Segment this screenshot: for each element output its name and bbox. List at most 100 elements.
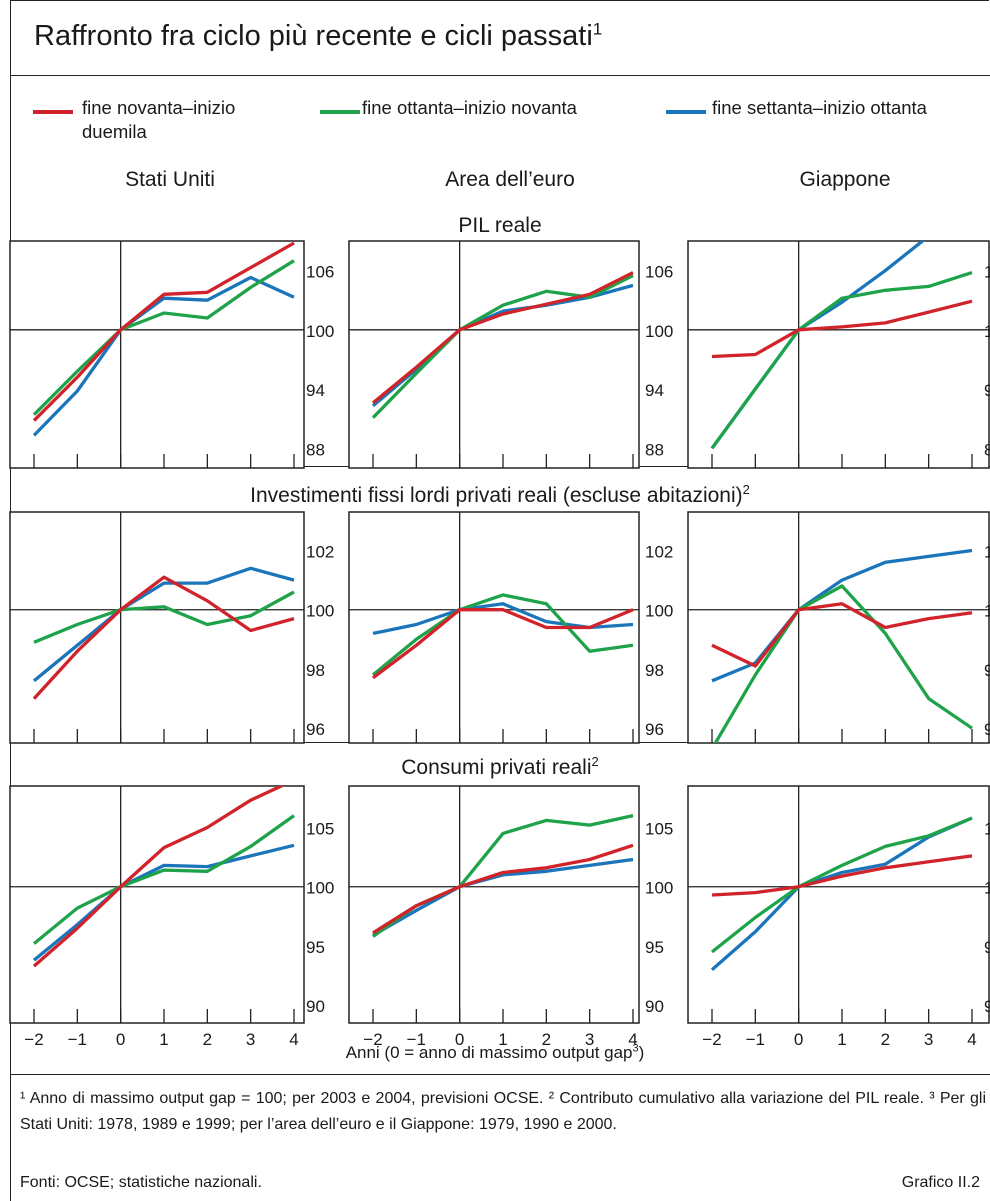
consumption-usa-ytick-label: 100	[306, 879, 334, 898]
consumption-euro-ytick-label: 105	[645, 819, 673, 838]
consumption-japan-xtick-label: 3	[924, 1030, 933, 1049]
legend-item-eighties: fine ottanta–inizio novanta	[362, 97, 577, 118]
investment-euro-ytick-label: 100	[645, 602, 673, 621]
consumption-japan-xtick-label: −2	[702, 1030, 721, 1049]
sources: Fonti: OCSE; statistiche nazionali.	[20, 1174, 262, 1191]
title-divider	[10, 75, 990, 76]
consumption-euro-panel	[348, 785, 640, 1024]
legend-swatch-recent	[33, 110, 73, 114]
consumption-japan-xtick-label: 4	[967, 1030, 976, 1049]
consumption-japan-ytick-label: 90	[984, 997, 990, 1016]
consumption-japan-xtick-label: 0	[794, 1030, 803, 1049]
consumption-euro-series-line	[372, 843, 634, 935]
investment-euro-series-line	[371, 593, 634, 677]
x-axis-title: Anni (0 = anno di massimo output gap3)	[345, 1042, 645, 1062]
graph-reference: Grafico II.2	[901, 1174, 980, 1191]
consumption-usa-panel	[9, 785, 305, 1024]
chart-title: Raffronto fra ciclo più recente e cicli …	[34, 19, 603, 52]
consumption-usa-ytick-label: 95	[306, 938, 325, 957]
consumption-japan-xtick-label: 2	[881, 1030, 890, 1049]
consumption-japan-xtick-label: −1	[746, 1030, 765, 1049]
gdp-euro-series-line	[371, 274, 634, 419]
gdp-japan-ytick-label: 94	[984, 381, 990, 400]
consumption-usa-ytick-label: 105	[306, 819, 334, 838]
investment-usa-ytick-label: 98	[306, 661, 325, 680]
investment-usa-series-line	[33, 590, 295, 644]
gdp-euro-panel	[348, 240, 640, 469]
gdp-euro-ytick-label: 94	[645, 381, 664, 400]
gdp-usa-ytick-label: 88	[306, 440, 325, 459]
gdp-euro-ytick-label: 88	[645, 440, 664, 459]
consumption-euro-xtick-label: 3	[585, 1030, 594, 1049]
gdp-japan-ytick-label: 88	[984, 440, 990, 459]
gdp-usa-ytick-label: 94	[306, 381, 325, 400]
column-header-japan: Giappone	[799, 168, 891, 191]
investment-usa-series-line	[32, 566, 295, 683]
investment-usa-series-line	[32, 575, 295, 700]
column-header-euro: Area dell’euro	[445, 168, 575, 191]
consumption-usa-xtick-label: 3	[246, 1030, 255, 1049]
gdp-euro-series-line	[371, 271, 634, 405]
consumption-euro-ytick-label: 90	[645, 997, 664, 1016]
gdp-usa-panel	[9, 240, 305, 469]
gdp-euro-ytick-label: 106	[645, 263, 673, 282]
consumption-usa-xtick-label: 1	[159, 1030, 168, 1049]
consumption-usa-ytick-label: 90	[306, 997, 325, 1016]
consumption-japan-ytick-label: 105	[984, 819, 990, 838]
gdp-usa-series-line	[32, 241, 295, 422]
investment-japan-series-line	[711, 602, 973, 668]
gdp-usa-series-line	[32, 259, 295, 416]
legend-item-seventies: fine settanta–inizio ottanta	[712, 97, 927, 118]
investment-usa-ytick-label: 100	[306, 602, 334, 621]
investment-euro-ytick-label: 98	[645, 661, 664, 680]
investment-japan-ytick-label: 98	[984, 661, 990, 680]
investment-japan-series-line	[711, 548, 973, 683]
consumption-euro-series-line	[372, 857, 634, 937]
consumption-euro-xtick-label: 1	[498, 1030, 507, 1049]
consumption-japan-ytick-label: 95	[984, 938, 990, 957]
consumption-euro-xtick-label: 4	[628, 1030, 637, 1049]
consumption-usa-series-line	[32, 814, 295, 945]
consumption-usa-xtick-label: 0	[116, 1030, 125, 1049]
consumption-euro-ytick-label: 100	[645, 879, 673, 898]
consumption-usa-series-line	[32, 786, 286, 968]
consumption-usa-xtick-label: −2	[24, 1030, 43, 1049]
consumption-usa-series-line	[32, 843, 295, 962]
gdp-japan-ytick-label: 106	[984, 263, 990, 282]
consumption-usa-xtick-label: −1	[68, 1030, 87, 1049]
consumption-japan-ytick-label: 100	[984, 879, 990, 898]
consumption-japan-panel	[687, 785, 990, 1024]
row-title-consumption: Consumi privati reali2	[401, 754, 599, 779]
investment-usa-panel	[9, 511, 305, 744]
investment-japan-ytick-label: 100	[984, 602, 990, 621]
gdp-euro-ytick-label: 100	[645, 322, 673, 341]
notes-divider	[10, 1074, 990, 1075]
consumption-japan-series-line	[711, 854, 973, 897]
legend-swatch-eighties	[320, 110, 360, 114]
gdp-usa-series-line	[32, 275, 295, 437]
consumption-japan-series-line	[710, 816, 973, 954]
consumption-euro-ytick-label: 95	[645, 938, 664, 957]
legend-swatch-seventies	[666, 110, 706, 114]
gdp-japan-series-line	[710, 271, 973, 450]
investment-euro-ytick-label: 102	[645, 543, 673, 562]
investment-usa-ytick-label: 96	[306, 720, 325, 739]
consumption-usa-xtick-label: 2	[203, 1030, 212, 1049]
investment-euro-series-line	[372, 608, 634, 680]
consumption-usa-xtick-label: 4	[289, 1030, 298, 1049]
investment-japan-ytick-label: 96	[984, 720, 990, 739]
consumption-euro-xtick-label: −2	[363, 1030, 382, 1049]
row-title-investment: Investimenti fissi lordi privati reali (…	[250, 482, 750, 507]
gdp-japan-ytick-label: 100	[984, 322, 990, 341]
column-header-usa: Stati Uniti	[125, 168, 215, 191]
legend-item-recent: fine novanta–inizio duemila	[82, 97, 236, 142]
consumption-euro-xtick-label: −1	[407, 1030, 426, 1049]
gdp-usa-ytick-label: 106	[306, 263, 334, 282]
investment-usa-ytick-label: 102	[306, 543, 334, 562]
row-title-gdp: PIL reale	[458, 214, 542, 237]
gdp-usa-ytick-label: 100	[306, 322, 334, 341]
consumption-euro-xtick-label: 2	[542, 1030, 551, 1049]
investment-euro-ytick-label: 96	[645, 720, 664, 739]
gdp-japan-series-line	[711, 299, 973, 359]
